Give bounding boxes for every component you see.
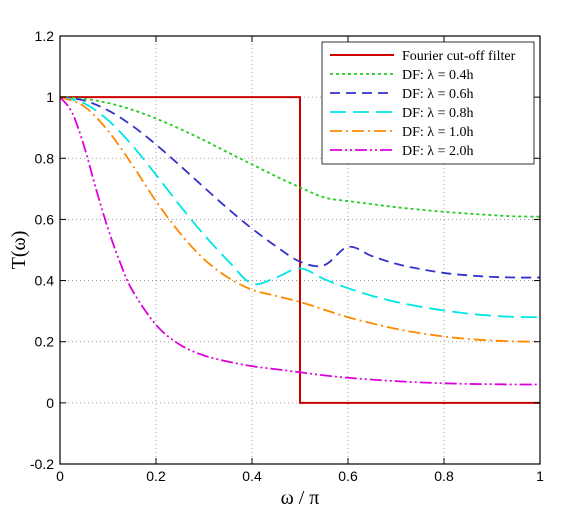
y-tick-label: 0.2	[35, 334, 55, 350]
legend-label: Fourier cut-off filter	[402, 49, 516, 64]
x-tick-label: 0	[56, 468, 64, 484]
plot-frame	[59, 35, 541, 465]
y-tick-label: 1	[46, 89, 54, 105]
legend-label: DF: λ = 1.0h	[402, 125, 473, 140]
y-axis-title: T(ω)	[8, 231, 30, 270]
legend-label: DF: λ = 2.0h	[402, 144, 473, 159]
legend-label: DF: λ = 0.4h	[402, 68, 473, 83]
ticks: 0 0.2 0.4 0.6 0.8 1-0.200.20.40.60.811.2	[30, 28, 544, 484]
x-tick-label: 0.4	[242, 468, 262, 484]
series-line-2	[60, 96, 540, 218]
y-tick-label: 0.4	[35, 273, 55, 289]
x-axis-title: ω / π	[281, 487, 320, 509]
x-tick-label: 1	[536, 468, 544, 484]
y-tick-label: 1.2	[35, 28, 55, 44]
series-line-1	[60, 96, 540, 404]
y-tick-label: 0	[46, 395, 54, 411]
series-line-5	[60, 96, 540, 343]
series-group	[60, 96, 540, 404]
legend: Fourier cut-off filter DF: λ = 0.4h DF: λ …	[321, 41, 535, 165]
legend-label: DF: λ = 0.6h	[402, 87, 473, 102]
y-tick-label: 0.6	[35, 211, 55, 227]
x-tick-label: 0.6	[338, 468, 358, 484]
y-tick-label: -0.2	[30, 456, 54, 472]
x-tick-label: 0.8	[434, 468, 454, 484]
legend-box	[321, 41, 535, 165]
legend-label: DF: λ = 0.8h	[402, 106, 473, 121]
series-line-4	[60, 96, 540, 319]
series-line-6	[60, 96, 540, 386]
series-line-3	[60, 96, 540, 279]
y-tick-label: 0.8	[35, 150, 55, 166]
x-tick-label: 0.2	[146, 468, 166, 484]
